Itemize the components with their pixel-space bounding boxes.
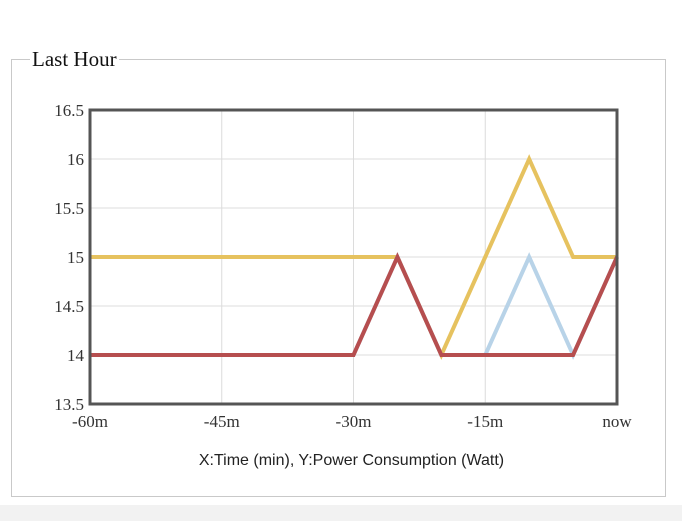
series-line-3 <box>90 252 619 357</box>
y-tick-label: 15 <box>67 248 84 267</box>
y-tick-label: 13.5 <box>54 395 84 414</box>
chart-panel: Last Hour <box>11 48 666 497</box>
panel-title: Last Hour <box>32 47 117 71</box>
x-tick-label: now <box>602 412 632 431</box>
x-tick-label: -30m <box>336 412 372 431</box>
x-tick-labels: -60m -45m -30m -15m now <box>72 412 632 431</box>
footer-strip <box>0 505 682 521</box>
y-tick-label: 14 <box>67 346 85 365</box>
series-lines <box>90 154 619 360</box>
y-tick-label: 15.5 <box>54 199 84 218</box>
x-tick-label: -15m <box>467 412 503 431</box>
x-tick-label: -60m <box>72 412 108 431</box>
x-axis-label: X:Time (min), Y:Power Consumption (Watt) <box>199 452 504 469</box>
y-tick-label: 16.5 <box>54 101 84 120</box>
plot-frame <box>88 108 619 406</box>
y-tick-labels: 13.5 14 14.5 15 15.5 16 16.5 <box>54 101 84 414</box>
x-tick-label: -45m <box>204 412 240 431</box>
y-tick-label: 14.5 <box>54 297 84 316</box>
y-tick-label: 16 <box>67 150 84 169</box>
